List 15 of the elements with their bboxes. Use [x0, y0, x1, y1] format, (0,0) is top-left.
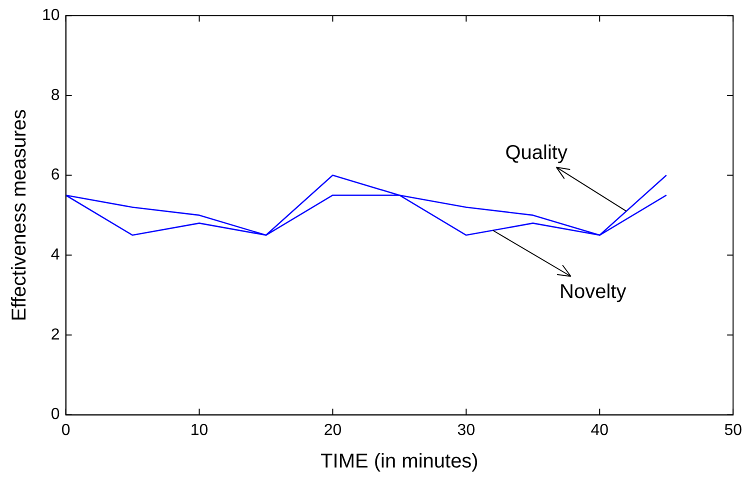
x-tick-label: 30: [457, 422, 476, 439]
y-axis-title: Effectiveness measures: [8, 109, 31, 322]
y-tick-label: 10: [42, 7, 60, 24]
text: Quality: [505, 142, 568, 164]
y-tick-label: 8: [50, 86, 60, 104]
y-tick-label: 4: [50, 246, 60, 264]
text: Novelty: [560, 281, 626, 304]
x-tick-label: 50: [724, 422, 742, 439]
x-tick-label: 10: [190, 422, 208, 439]
y-tick-label: 2: [50, 326, 60, 344]
x-tick-label: 40: [590, 422, 609, 439]
y-tick-label: 6: [50, 166, 60, 184]
x-axis-title: TIME (in minutes): [320, 450, 478, 473]
y-tick-label: 0: [50, 406, 60, 424]
x-tick-label: 20: [324, 422, 342, 439]
